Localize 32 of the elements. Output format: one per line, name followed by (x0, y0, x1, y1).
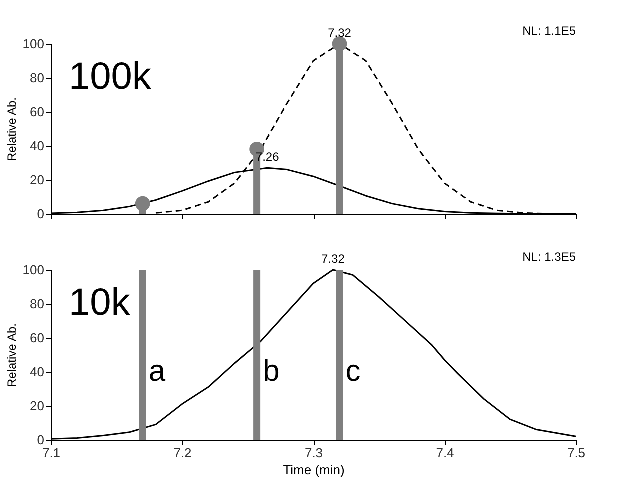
annotation: 7.26 (256, 150, 280, 164)
x-axis-title: Time (min) (283, 462, 345, 478)
ref-line-label: c (346, 355, 361, 388)
chart-title: 100k (69, 56, 152, 98)
x-tick-label: 7.3 (304, 446, 324, 460)
y-tick-label: 20 (30, 172, 44, 188)
annotation: 7.32 (328, 26, 352, 40)
y-tick-label: 60 (30, 330, 44, 346)
y-tick-label: 40 (30, 138, 44, 154)
x-tick-label: 7.1 (42, 446, 61, 460)
text: NL: 1.3E5 (522, 250, 576, 264)
y-tick-label: 40 (30, 364, 44, 380)
annotation: 7.32 (322, 252, 346, 266)
y-tick-label: 80 (30, 70, 44, 86)
x-tick-label: 7.2 (174, 446, 192, 460)
y-tick-label: 80 (30, 296, 44, 312)
x-tick-label: 7.4 (436, 446, 454, 460)
y-axis-title: Relative Ab. (4, 323, 19, 388)
y-tick-label: 20 (30, 398, 44, 414)
ref-line-label: b (263, 355, 280, 388)
ref-line-label: a (148, 355, 166, 388)
y-tick-label: 0 (37, 206, 44, 222)
y-tick-label: 100 (22, 36, 44, 52)
y-tick-label: 60 (30, 104, 44, 120)
point (135, 196, 150, 212)
y-tick-label: 0 (37, 432, 44, 448)
point (332, 36, 348, 52)
text: NL: 1.1E5 (522, 24, 576, 38)
x-tick-label: 7.5 (567, 446, 586, 460)
y-axis-title: Relative Ab. (4, 97, 19, 162)
y-tick-label: 100 (22, 262, 44, 278)
chart-title: 10k (69, 282, 132, 324)
